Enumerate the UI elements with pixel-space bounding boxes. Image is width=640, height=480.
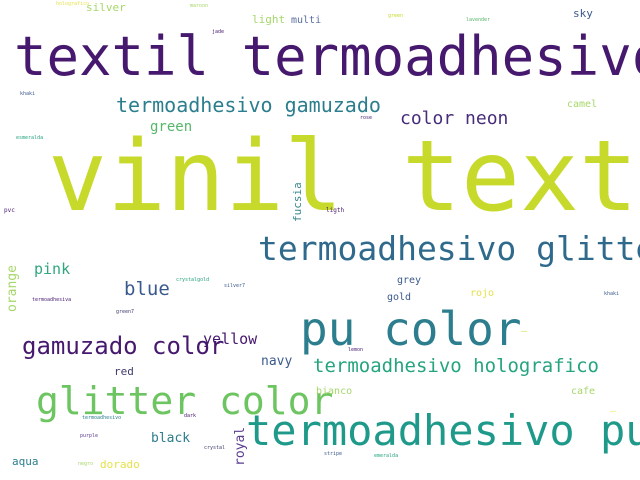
word-vinil-textil: vinil textil xyxy=(48,120,640,234)
word-sky: sky xyxy=(573,7,593,20)
word-crystal: crystal xyxy=(204,445,226,451)
decorative-tick: | xyxy=(610,409,617,413)
word-red: red xyxy=(114,365,134,378)
word-light: light xyxy=(252,13,286,26)
word-gamuzado-color: gamuzado color xyxy=(22,332,225,360)
word-holografico: holografico xyxy=(56,1,90,7)
word-termoadhesivo-small: termoadhesivo xyxy=(82,415,122,421)
word-lavender: lavender xyxy=(466,17,491,23)
word-ligth: ligth xyxy=(326,207,345,214)
word-green7: green7 xyxy=(116,309,135,315)
word-crystalgold: crystalgold xyxy=(176,277,210,283)
word-grey: grey xyxy=(397,275,422,286)
word-termoadhesivo-gamuzado: termoadhesivo gamuzado xyxy=(116,93,381,117)
word-termoadhesivo-glitter: termoadhesivo glitter xyxy=(258,229,640,268)
word-camel: camel xyxy=(567,99,598,110)
word-royal: royal xyxy=(233,426,248,466)
word-green-small: green xyxy=(388,13,404,19)
word-emeralda: emeralda xyxy=(374,453,399,459)
word-maroon: maroon xyxy=(190,3,209,9)
word-silver7: silver7 xyxy=(224,283,246,289)
word-glitter-color: glitter color xyxy=(36,379,334,423)
word-fucsia: fucsia xyxy=(291,182,304,222)
word-stripe: stripe xyxy=(324,451,343,457)
word-rose: rose xyxy=(360,115,373,121)
word-pink: pink xyxy=(34,260,71,278)
word-purple: purple xyxy=(80,433,99,439)
word-aqua: aqua xyxy=(12,455,39,468)
word-dark: dark xyxy=(184,413,197,419)
decorative-tick: | xyxy=(521,329,528,333)
word-gold: gold xyxy=(387,292,412,303)
word-termoadhesiva: termoadhesiva xyxy=(32,297,72,303)
word-pu-color: pu color xyxy=(300,302,522,356)
word-blue: blue xyxy=(124,278,170,300)
word-navy: navy xyxy=(261,354,293,369)
word-negro: negro xyxy=(78,461,94,467)
word-jade: jade xyxy=(212,29,225,35)
word-lemon: lemon xyxy=(348,347,364,353)
word-khaki-right: khaki xyxy=(604,291,620,297)
word-khaki-top: khaki xyxy=(20,91,36,97)
word-silver: silver xyxy=(86,1,126,14)
word-termoadhesivo-holografico: termoadhesivo holografico xyxy=(313,355,599,377)
word-textil-termoadhesivo: textil termoadhesivo xyxy=(14,25,640,88)
word-yellow: yellow xyxy=(203,330,258,348)
word-black: black xyxy=(151,431,191,446)
word-green: green xyxy=(150,119,193,135)
word-termoadhesivo-pu: termoadhesivo pu xyxy=(246,406,640,455)
word-dorado: dorado xyxy=(100,458,140,471)
word-cafe: cafe xyxy=(571,386,596,397)
word-color-neon: color neon xyxy=(400,108,509,129)
word-multi: multi xyxy=(291,15,322,26)
word-pvc: pvc xyxy=(4,207,15,214)
word-orange: orange xyxy=(5,265,20,312)
word-esmeralda: esmeralda xyxy=(16,135,44,141)
word-bianco: bianco xyxy=(316,386,353,397)
word-rojo: rojo xyxy=(470,288,495,299)
